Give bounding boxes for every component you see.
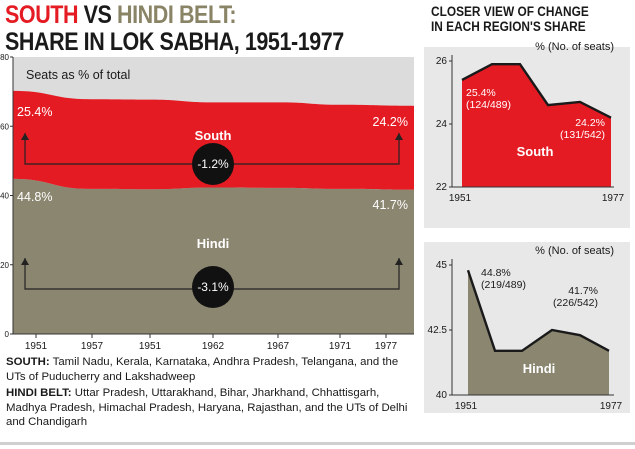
side-title: CLOSER VIEW OF CHANGE IN EACH REGION'S S… bbox=[431, 4, 589, 34]
south-zoom-y-tick-label: 24 bbox=[436, 119, 448, 130]
south-zoom-x-label-start: 1951 bbox=[449, 193, 472, 204]
hindi-note: HINDI BELT: Uttar Pradesh, Uttarakhand, … bbox=[6, 386, 418, 430]
south-zoom-line bbox=[461, 62, 612, 119]
south-zoom-y-tick-label: 22 bbox=[436, 182, 448, 193]
south-zoom-end-seats: (131/542) bbox=[560, 129, 605, 141]
hindi-zoom-x-label-start: 1951 bbox=[455, 401, 478, 412]
title-vs: VS bbox=[83, 1, 112, 29]
main-title: SOUTH VS HINDI BELT: SHARE IN LOK SABHA,… bbox=[5, 2, 344, 56]
hindi-arrow-left bbox=[21, 258, 29, 265]
hindi-change-label: -3.1% bbox=[197, 280, 229, 294]
south-zoom-x-label-end: 1977 bbox=[602, 193, 625, 204]
hindi-zoom-area bbox=[468, 270, 609, 395]
main-y-tick-label: 80 bbox=[0, 53, 9, 62]
main-x-tick-label: 1957 bbox=[81, 341, 104, 352]
south-note-label: SOUTH: bbox=[6, 356, 50, 368]
title-line2: SHARE IN LOK SABHA, 1951-1977 bbox=[5, 28, 344, 56]
hindi-zoom-area-label: Hindi bbox=[523, 361, 556, 376]
main-x-tick-label: 1951 bbox=[25, 341, 48, 352]
south-zoom-area bbox=[462, 64, 611, 187]
south-note-text: Tamil Nadu, Kerala, Karnataka, Andhra Pr… bbox=[6, 356, 399, 383]
south-note: SOUTH: Tamil Nadu, Kerala, Karnataka, An… bbox=[6, 355, 418, 384]
hindi-zoom-ylabel: % (No. of seats) bbox=[535, 245, 614, 257]
main-y-tick-label: 40 bbox=[0, 192, 9, 201]
main-x-tick-label: 1962 bbox=[202, 341, 225, 352]
hindi-zoom-y-tick-label: 40 bbox=[436, 390, 448, 401]
south-area-label: South bbox=[195, 128, 232, 143]
south-end-label: 24.2% bbox=[373, 115, 408, 129]
south-zoom-start-pct: 25.4% bbox=[466, 87, 496, 99]
south-zoom-ylabel: % (No. of seats) bbox=[535, 41, 614, 53]
hindi-zoom-x-label-end: 1977 bbox=[600, 401, 623, 412]
hindi-area bbox=[13, 178, 414, 334]
hindi-zoom-start-pct: 44.8% bbox=[481, 267, 511, 279]
south-arrow-right bbox=[395, 133, 403, 140]
region-notes: SOUTH: Tamil Nadu, Kerala, Karnataka, An… bbox=[6, 355, 418, 432]
hindi-zoom-line bbox=[466, 269, 610, 352]
hindi-arrow-right bbox=[395, 258, 403, 265]
hindi-zoom-y-tick-label: 42.5 bbox=[428, 325, 448, 336]
south-start-label: 25.4% bbox=[17, 105, 52, 119]
south-zoom-area-label: South bbox=[517, 144, 554, 159]
south-arrow-left bbox=[21, 133, 29, 140]
main-x-tick-label: 1971 bbox=[329, 341, 352, 352]
main-x-tick-label: 1977 bbox=[375, 341, 398, 352]
hindi-zoom-y-tick-label: 45 bbox=[436, 260, 448, 271]
hindi-area-label: Hindi bbox=[197, 236, 230, 251]
hindi-zoom-start-seats: (219/489) bbox=[481, 279, 526, 291]
south-zoom-start-seats: (124/489) bbox=[466, 99, 511, 111]
main-subtitle: Seats as % of total bbox=[26, 68, 130, 82]
south-change-label: -1.2% bbox=[197, 157, 229, 171]
hindi-zoom-end-pct: 41.7% bbox=[568, 285, 598, 297]
hindi-zoom-end-seats: (226/542) bbox=[553, 297, 598, 309]
side-title-line1: CLOSER VIEW OF CHANGE bbox=[431, 4, 589, 19]
south-zoom-y-tick-label: 26 bbox=[436, 56, 448, 67]
south-change-badge bbox=[192, 143, 234, 185]
main-y-tick-label: 0 bbox=[5, 330, 10, 339]
title-south: SOUTH bbox=[5, 1, 79, 29]
title-hindi: HINDI BELT: bbox=[117, 1, 237, 29]
hindi-end-label: 41.7% bbox=[373, 198, 408, 212]
side-title-line2: IN EACH REGION'S SHARE bbox=[431, 19, 586, 34]
hindi-start-label: 44.8% bbox=[17, 190, 52, 204]
bottom-rule bbox=[0, 442, 635, 445]
south-area bbox=[13, 90, 414, 190]
hindi-note-text: Uttar Pradesh, Uttarakhand, Bihar, Jhark… bbox=[6, 387, 408, 429]
hindi-change-badge bbox=[192, 266, 234, 308]
hindi-note-label: HINDI BELT: bbox=[6, 387, 72, 400]
south-zoom-end-pct: 24.2% bbox=[575, 117, 605, 129]
main-y-tick-label: 20 bbox=[0, 261, 9, 270]
main-x-tick-label: 1951 bbox=[139, 341, 162, 352]
main-x-tick-label: 1967 bbox=[267, 341, 290, 352]
main-y-tick-label: 60 bbox=[0, 122, 9, 131]
